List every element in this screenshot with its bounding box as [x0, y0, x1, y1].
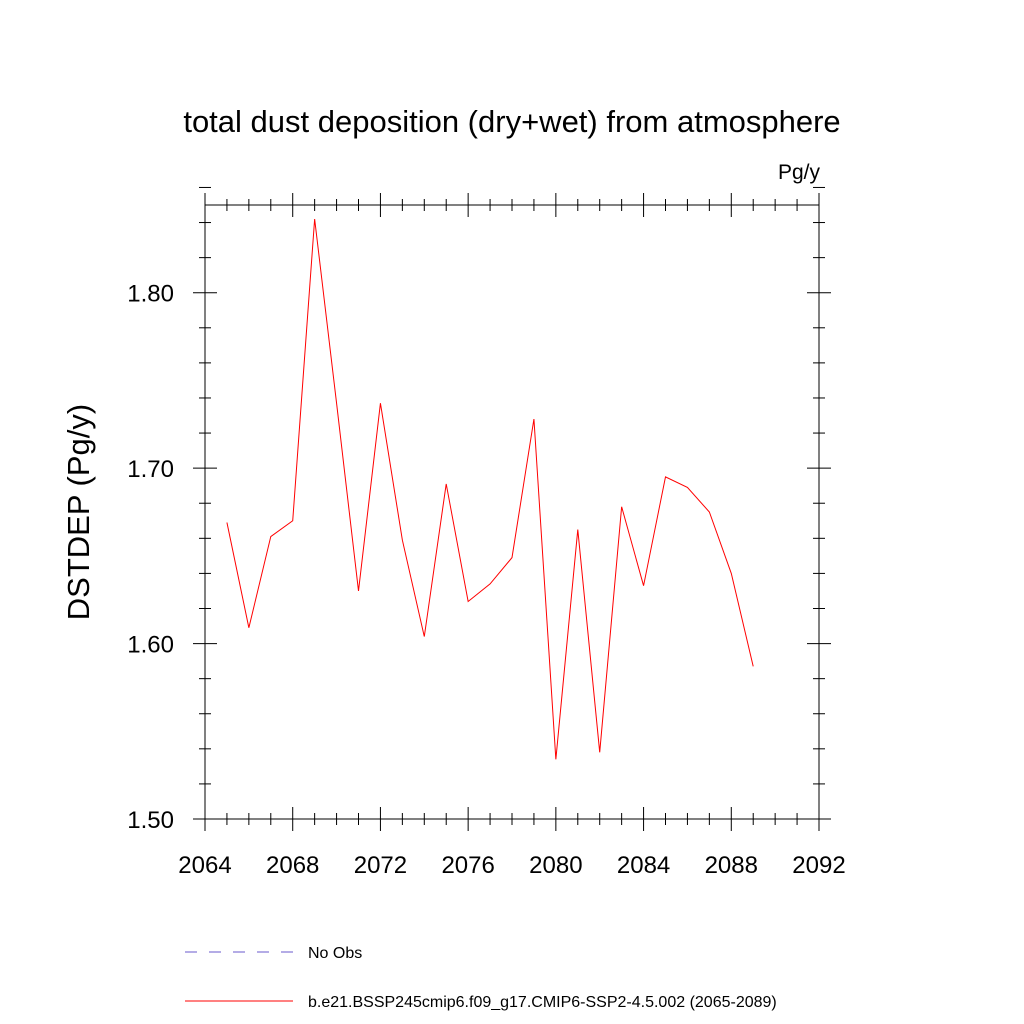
x-tick-label: 2092	[792, 852, 845, 879]
plot-frame	[204, 204, 820, 820]
y-tick-label: 1.80	[127, 281, 174, 308]
x-tick-label: 2064	[178, 852, 231, 879]
legend-label-2: b.e21.BSSP245cmip6.f09_g17.CMIP6-SSP2-4.…	[308, 994, 777, 1011]
y-axis-ticks	[193, 186, 831, 820]
units-label: Pg/y	[778, 161, 821, 184]
x-axis-tick-labels: 2064 2068 2072 2076 2080 2084 2088 2092	[178, 852, 845, 879]
x-tick-label: 2072	[354, 852, 407, 879]
x-tick-label: 2076	[441, 852, 494, 879]
x-axis-ticks	[204, 193, 820, 831]
x-tick-label: 2068	[266, 852, 319, 879]
x-tick-label: 2080	[529, 852, 582, 879]
chart-title: total dust deposition (dry+wet) from atm…	[183, 104, 840, 139]
legend-label-1: No Obs	[308, 945, 362, 962]
legend: No Obs b.e21.BSSP245cmip6.f09_g17.CMIP6-S…	[185, 945, 777, 1011]
series-line	[226, 218, 754, 760]
x-tick-label: 2084	[617, 852, 670, 879]
y-axis-tick-labels: 1.50 1.60 1.70 1.80	[127, 281, 174, 834]
y-tick-label: 1.60	[127, 632, 174, 659]
y-axis-label: DSTDEP (Pg/y)	[61, 404, 96, 620]
y-tick-label: 1.50	[127, 807, 174, 834]
x-tick-label: 2088	[705, 852, 758, 879]
series-layer	[226, 218, 754, 760]
y-tick-label: 1.70	[127, 456, 174, 483]
